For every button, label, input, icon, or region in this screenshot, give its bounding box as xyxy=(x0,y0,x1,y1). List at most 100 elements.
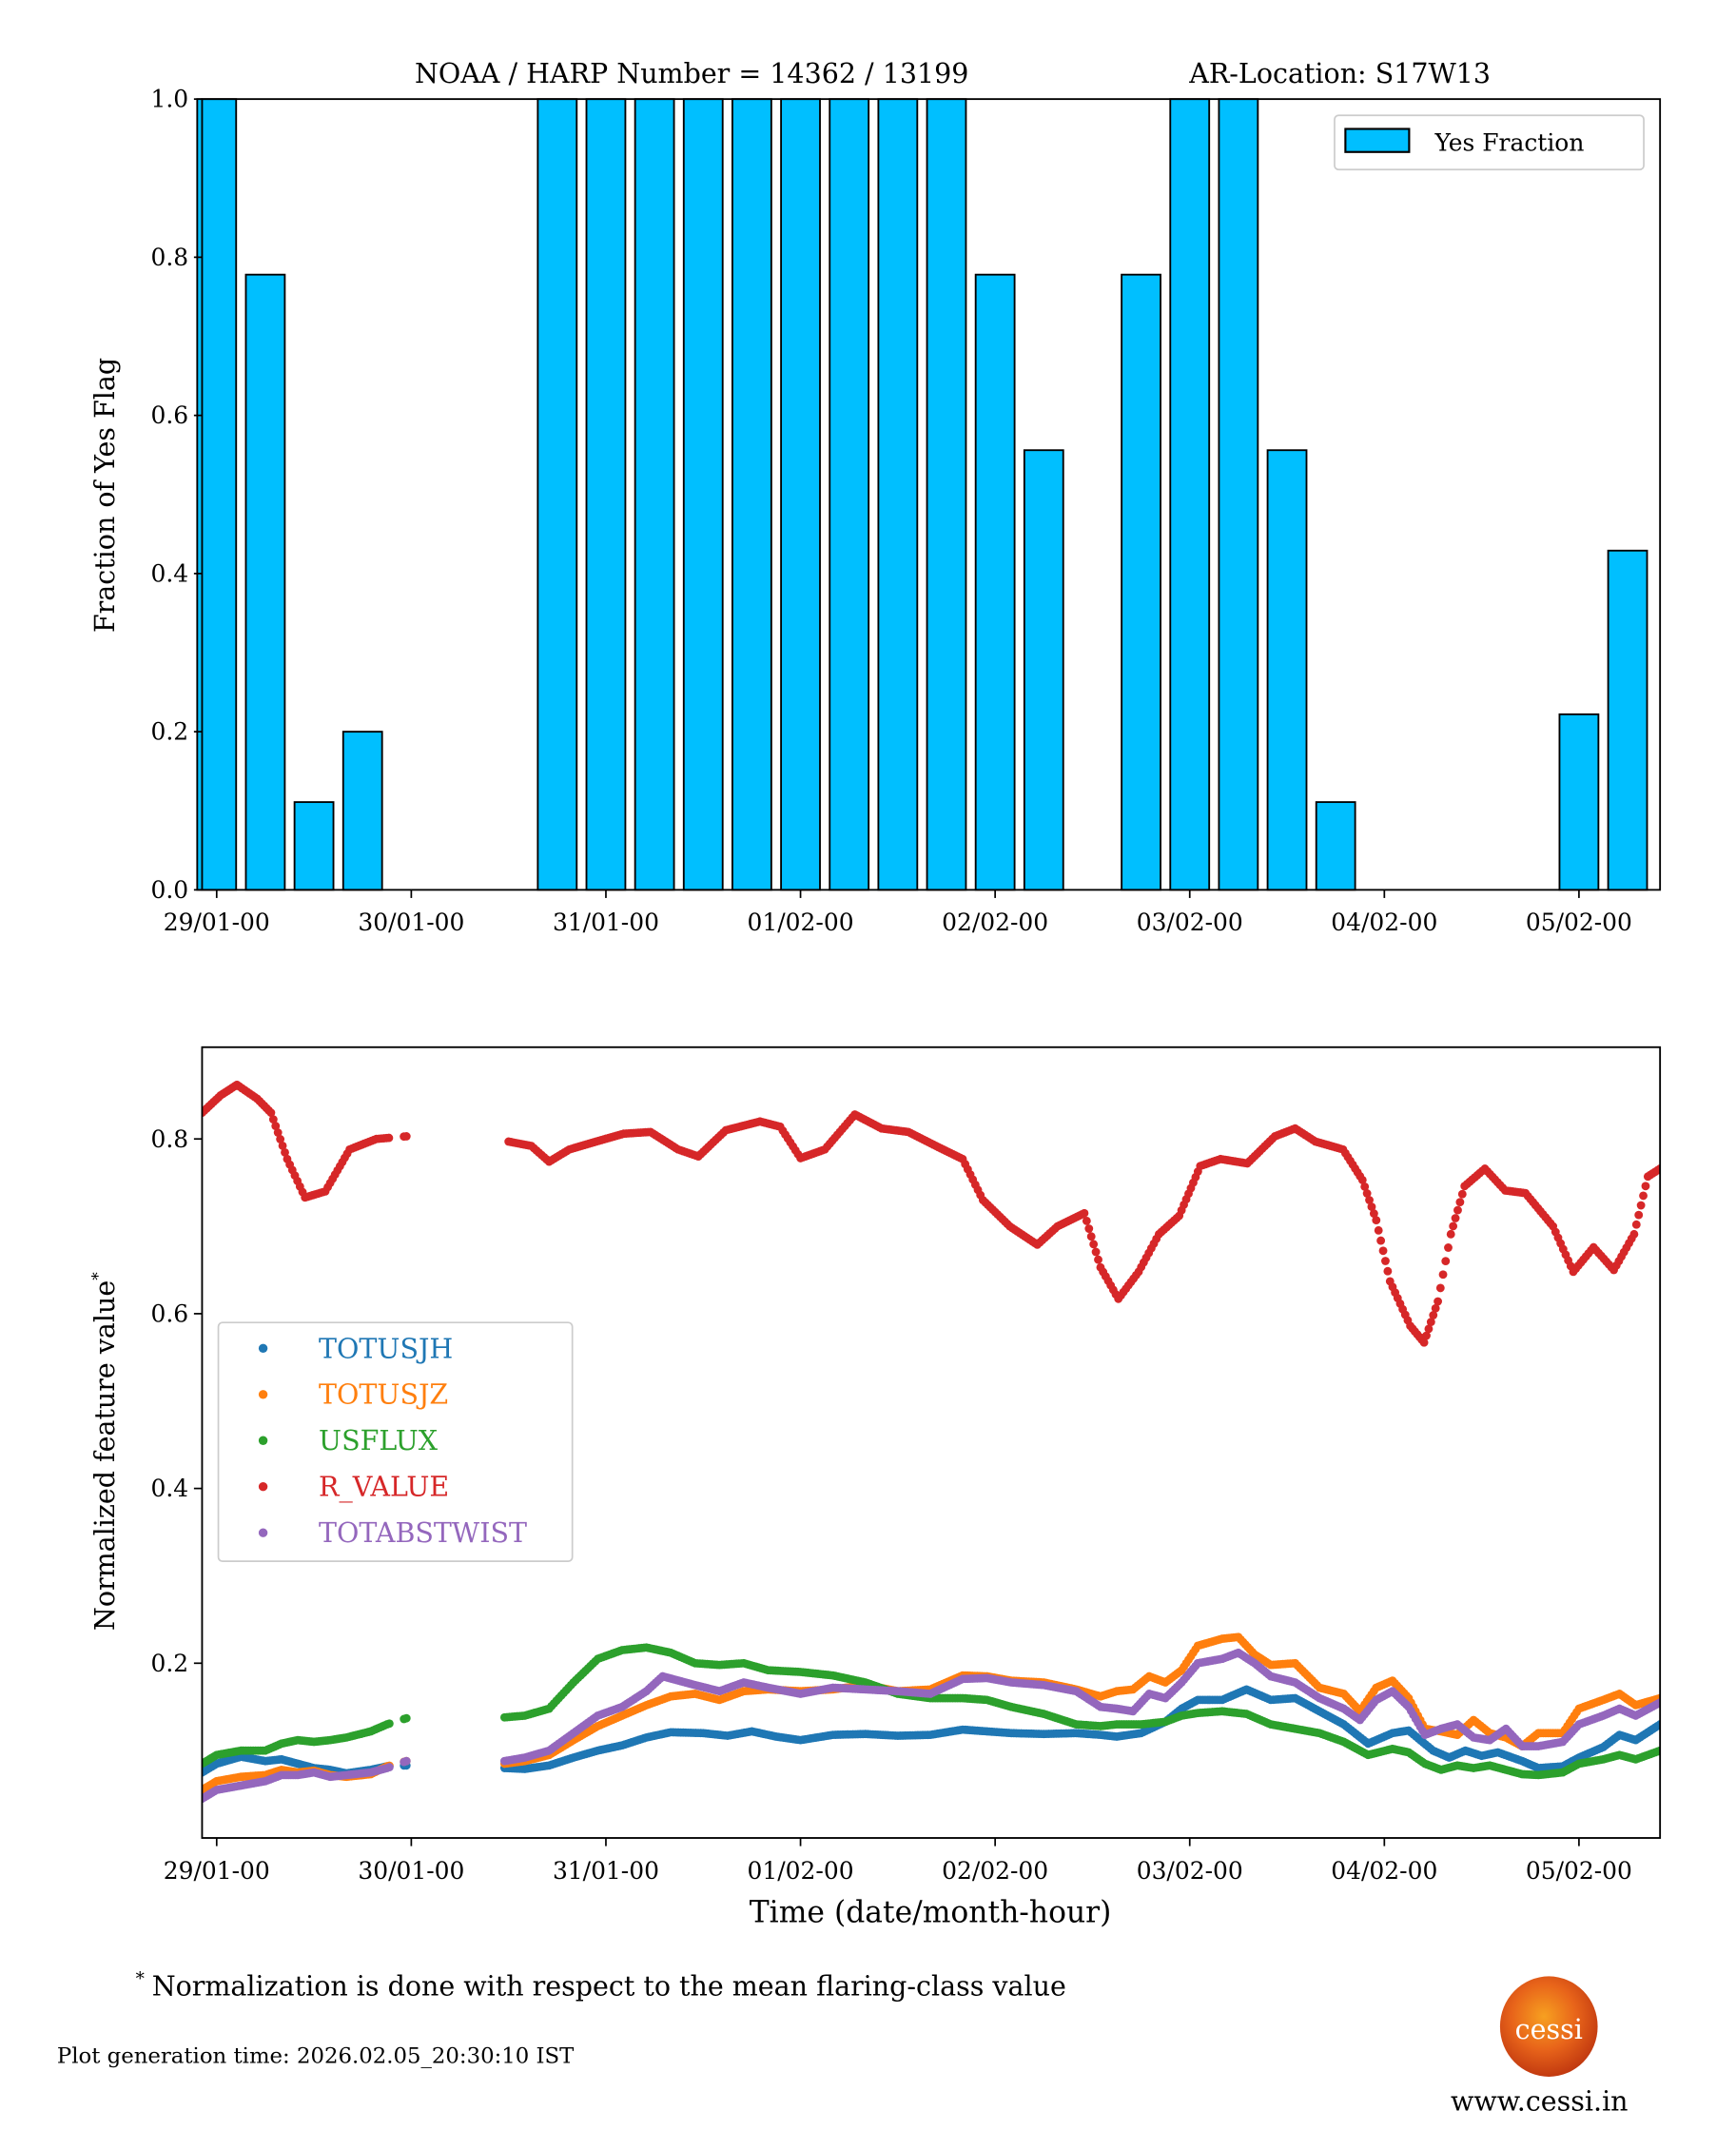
top-legend-box xyxy=(1334,114,1645,171)
cessi-logo-sun-icon xyxy=(1499,1976,1598,2077)
data-point xyxy=(1435,1283,1445,1293)
x-tick-label: 04/02-00 xyxy=(1331,1857,1437,1885)
data-point xyxy=(401,1713,411,1723)
data-point xyxy=(1446,1229,1455,1239)
x-tick-label: 30/01-00 xyxy=(358,909,464,936)
top-y-axis-label: Fraction of Yes Flag xyxy=(89,358,121,633)
data-point xyxy=(1457,1189,1467,1199)
data-point xyxy=(1639,1191,1648,1201)
bar xyxy=(1266,449,1308,891)
bar xyxy=(1218,98,1259,891)
bar xyxy=(877,98,919,891)
data-point xyxy=(1372,1216,1381,1225)
data-point xyxy=(384,1133,394,1143)
y-tick-label: 0.6 xyxy=(151,1300,189,1327)
x-tick-label: 01/02-00 xyxy=(748,1857,854,1885)
bottom-legend: TOTUSJH TOTUSJZ USFLUX R_VALUE TOTABSTWIST xyxy=(217,1321,574,1562)
data-point xyxy=(1429,1311,1438,1319)
legend-label-yes-fraction: Yes Fraction xyxy=(1434,128,1584,156)
generation-time: Plot generation time: 2026.02.05_20:30:1… xyxy=(57,2044,575,2069)
y-tick-label: 0.2 xyxy=(151,718,189,746)
x-tick-label: 03/02-00 xyxy=(1137,909,1243,936)
bar-series xyxy=(196,98,1648,891)
x-tick-label: 03/02-00 xyxy=(1137,1857,1243,1885)
bottom-plot-frame xyxy=(201,1046,1662,1839)
bottom-x-ticks: 29/01-00 30/01-00 31/01-00 01/02-00 02/02-00… xyxy=(164,1838,1632,1885)
data-point xyxy=(1444,1243,1453,1252)
x-tick-label: 05/02-00 xyxy=(1526,909,1632,936)
footnote-mark: * xyxy=(136,1969,145,1989)
data-point xyxy=(1419,1338,1429,1347)
y-tick-label: 0.2 xyxy=(151,1650,189,1677)
cessi-logo-text: cessi xyxy=(1515,2014,1583,2045)
bar xyxy=(926,98,967,891)
data-point xyxy=(281,1147,289,1157)
chart-title-left: NOAA / HARP Number = 14362 / 13199 xyxy=(415,58,968,89)
series-totabstwist xyxy=(202,1648,1661,1804)
bar xyxy=(1607,549,1648,891)
bar xyxy=(1315,801,1356,891)
data-point xyxy=(1374,1225,1383,1235)
data-point xyxy=(1376,1236,1386,1245)
data-point xyxy=(1089,1240,1099,1249)
data-point xyxy=(1383,1266,1393,1276)
legend-swatch-yes-fraction xyxy=(1344,127,1411,153)
data-point xyxy=(1080,1208,1089,1218)
ylabel-superscript: * xyxy=(88,1272,107,1280)
bottom-y-ticks: 0.2 0.4 0.6 0.8 xyxy=(151,1125,203,1677)
data-point xyxy=(1365,1196,1374,1204)
x-tick-label: 29/01-00 xyxy=(164,909,270,936)
data-point xyxy=(266,1108,276,1118)
data-point xyxy=(1453,1205,1462,1215)
legend-marker-totusjh xyxy=(258,1343,268,1353)
y-tick-label: 1.0 xyxy=(151,86,189,113)
data-point xyxy=(1434,1297,1443,1306)
legend-label-totabstwist: TOTABSTWIST xyxy=(319,1517,527,1549)
x-tick-label: 29/01-00 xyxy=(164,1857,270,1885)
data-point xyxy=(401,1132,411,1141)
website-link[interactable]: www.cessi.in xyxy=(1451,2086,1629,2118)
normalized-feature-scatter-chart: 0.2 0.4 0.6 0.8 29/01-00 30/01-00 31/01-00 01/… xyxy=(88,1046,1662,1929)
bar xyxy=(974,273,1016,891)
bar xyxy=(585,98,627,891)
series-usflux xyxy=(202,1643,1661,1780)
data-point xyxy=(1381,1257,1390,1265)
data-point xyxy=(1629,1229,1639,1239)
x-tick-label: 02/02-00 xyxy=(942,1857,1048,1885)
bar xyxy=(536,98,578,891)
data-point xyxy=(1451,1214,1460,1222)
scatter-series xyxy=(202,1080,1661,1804)
x-tick-label: 31/01-00 xyxy=(553,909,659,936)
data-point xyxy=(1634,1210,1644,1220)
data-point xyxy=(276,1135,285,1143)
y-tick-label: 0.4 xyxy=(151,1475,189,1502)
y-tick-label: 0.8 xyxy=(151,1125,189,1153)
legend-marker-totabstwist xyxy=(258,1528,268,1537)
data-point xyxy=(1655,1698,1661,1708)
data-point xyxy=(1655,1720,1661,1730)
data-point xyxy=(268,1115,278,1124)
bottom-y-axis-label-text: Normalized feature value xyxy=(89,1280,121,1631)
data-point xyxy=(1369,1209,1378,1219)
chart-title-right: AR-Location: S17W13 xyxy=(1188,58,1491,89)
bar xyxy=(829,98,870,891)
data-point xyxy=(1378,1246,1388,1256)
bottom-y-axis-label: Normalized feature value* xyxy=(88,1272,120,1631)
top-plot-frame xyxy=(201,98,1662,891)
bar xyxy=(682,98,724,891)
data-point xyxy=(1084,1224,1094,1233)
top-y-ticks: 0.0 0.2 0.4 0.6 0.8 1.0 xyxy=(151,86,203,904)
bar xyxy=(1023,449,1064,891)
data-point xyxy=(1362,1189,1372,1198)
x-tick-label: 04/02-00 xyxy=(1331,909,1437,936)
top-x-ticks: 29/01-00 30/01-00 31/01-00 01/02-00 02/02-00… xyxy=(164,889,1632,936)
data-point xyxy=(1441,1257,1451,1266)
data-point xyxy=(1455,1198,1465,1207)
data-point xyxy=(1424,1324,1434,1334)
bar xyxy=(1169,98,1211,891)
bottom-x-axis-label: Time (date/month-hour) xyxy=(750,1895,1112,1929)
data-point xyxy=(384,1719,394,1729)
bar xyxy=(341,731,383,891)
y-tick-label: 0.4 xyxy=(151,559,189,587)
